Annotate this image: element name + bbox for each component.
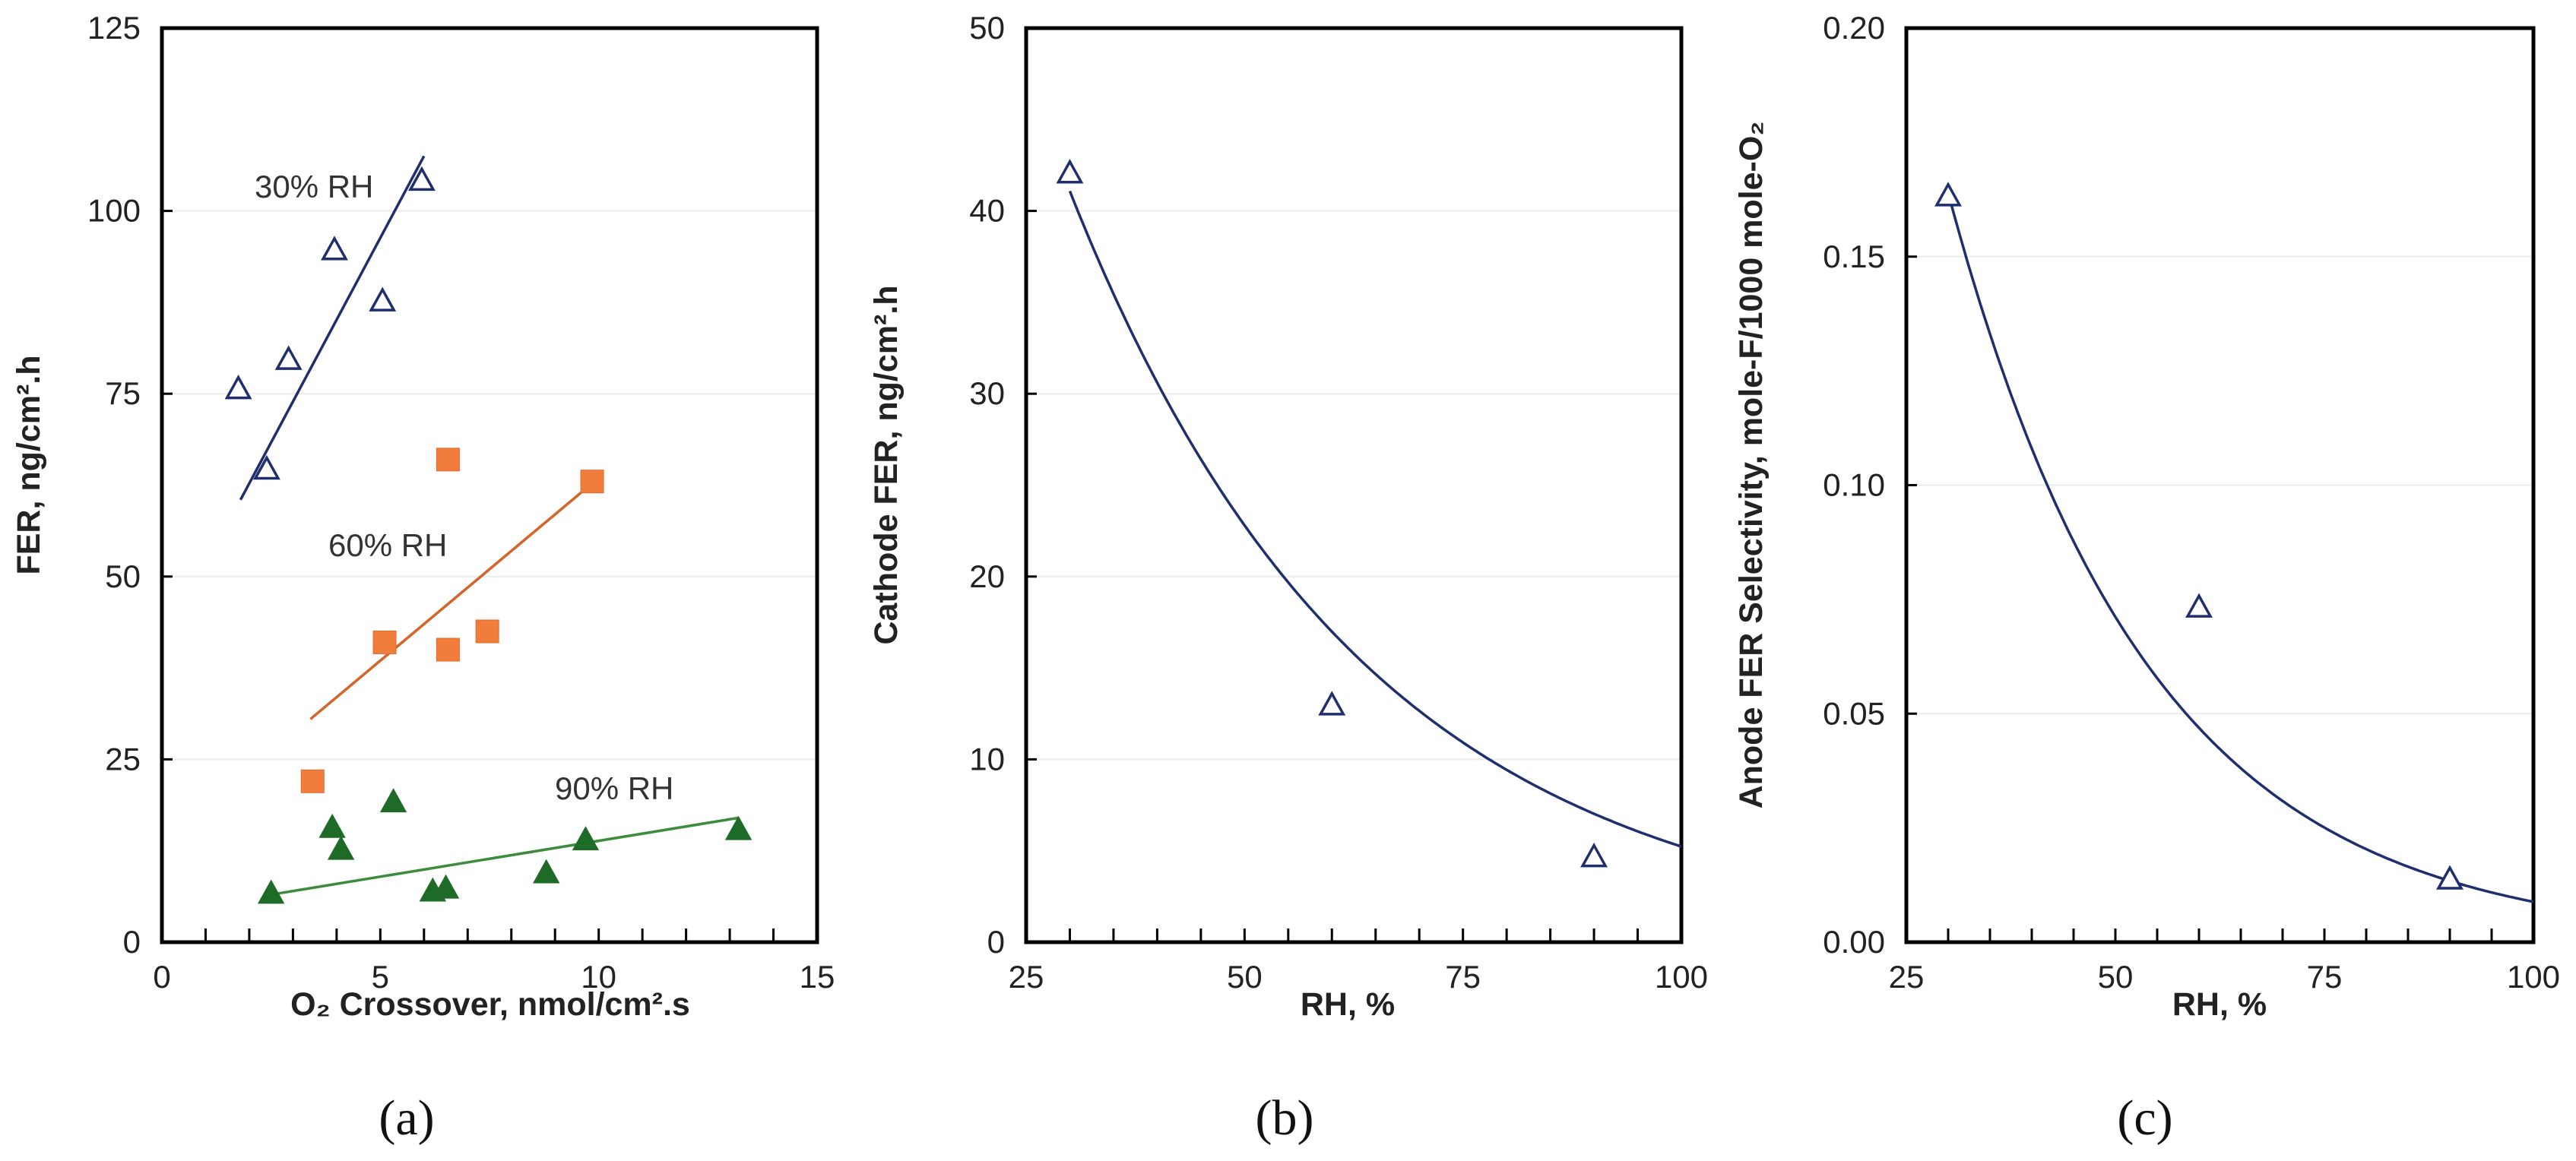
panel-a-series-2-point <box>257 879 285 904</box>
panel-a-series-2-point <box>724 815 753 840</box>
panel-b-series-0-point <box>1318 691 1346 716</box>
panel-b-series-0-fit-curve <box>1068 190 1681 848</box>
panel-a-x-tick-label: 5 <box>372 959 389 995</box>
panel-a-series-1-point <box>372 630 397 654</box>
panel-a-series-0-point <box>407 166 436 191</box>
panel-a-series-0-fit-line <box>239 155 426 501</box>
panel-a-series-0-point <box>274 345 303 370</box>
panel-c-y-tick-label: 0.00 <box>1823 924 1885 960</box>
panel-c-x-tick-label: 25 <box>1889 959 1925 995</box>
panel-b-y-tick-label: 10 <box>969 741 1005 777</box>
panel-a-series-2-point <box>318 813 346 838</box>
panel-a-series-0-point <box>224 375 252 400</box>
panel-c-y-tick-label: 0.20 <box>1823 10 1885 46</box>
chart-panel-c: Anode FER Selectivity, mole-F/1000 mole-… <box>1733 10 2560 1146</box>
panel-b-x-tick-label: 25 <box>1009 959 1044 995</box>
panel-b-y-tick-label: 30 <box>969 375 1005 411</box>
panel-a-series-2-point <box>533 859 560 884</box>
panel-a-series-1-point <box>300 769 325 793</box>
panel-b-label: (b) <box>1256 1090 1314 1146</box>
panel-b-series-0-point <box>1580 842 1608 868</box>
panel-a-series-0-label: 30% RH <box>255 169 373 204</box>
panel-a-series-1-point <box>436 637 460 662</box>
panel-a-series-1-fit-line <box>309 480 596 720</box>
panel-a-x-axis-title: O₂ Crossover, nmol/cm².s <box>290 986 690 1023</box>
panel-a-series-1-point <box>475 619 499 644</box>
panel-b-y-tick-label: 50 <box>969 10 1005 46</box>
panel-b-plot-frame <box>1024 26 1684 944</box>
panel-c-plot-frame <box>1904 26 2536 944</box>
panel-c-y-tick-label: 0.15 <box>1823 239 1885 274</box>
panel-b-x-tick-label: 75 <box>1445 959 1481 995</box>
panel-a-series-1-label: 60% RH <box>328 527 447 563</box>
panel-a-y-axis-title: FER, ng/cm².h <box>11 355 47 574</box>
panel-b-series-0-point <box>1056 159 1084 184</box>
panel-a-y-tick-label: 50 <box>105 558 141 594</box>
panel-a-y-tick-label: 125 <box>87 10 141 46</box>
panel-c-series-0-point <box>2436 865 2464 890</box>
panel-b-x-tick-label: 100 <box>1655 959 1708 995</box>
panel-c-series-0-fit-curve <box>1947 192 2533 903</box>
chart-panel-b: Cathode FER, ng/cm².h RH, % (b) 25 50 75 10… <box>868 10 1708 1146</box>
panel-a-series-0-point <box>369 286 397 312</box>
panel-c-x-axis-title: RH, % <box>2172 986 2267 1023</box>
panel-a-label: (a) <box>379 1090 434 1146</box>
panel-b-x-tick-label: 50 <box>1227 959 1263 995</box>
panel-a-series-0-point <box>321 236 348 261</box>
panel-a-series-2-point <box>432 874 460 899</box>
panel-a-series-2-point <box>327 835 355 860</box>
panel-c-y-tick-label: 0.10 <box>1823 467 1885 503</box>
chart-panel-a: FER, ng/cm².h O₂ Crossover, nmol/cm².s (… <box>11 10 835 1146</box>
panel-b-y-tick-label: 20 <box>969 558 1005 594</box>
panel-a-y-tick-label: 0 <box>123 924 141 960</box>
panel-a-series-2-point <box>379 788 407 813</box>
panel-a-series-0-point <box>252 454 280 480</box>
panel-a-x-tick-label: 15 <box>800 959 835 995</box>
panel-c-y-tick-label: 0.05 <box>1823 695 1885 731</box>
panel-a-y-tick-label: 100 <box>87 193 141 229</box>
panel-c-series-0-point <box>1934 182 1962 207</box>
panel-c-label: (c) <box>2117 1090 2172 1146</box>
panel-a-x-tick-label: 10 <box>581 959 616 995</box>
panel-a-series-2-point <box>572 826 600 851</box>
panel-a-series-1-point <box>580 470 604 494</box>
panel-a-y-tick-label: 75 <box>105 375 141 411</box>
panel-b-x-axis-title: RH, % <box>1301 986 1395 1023</box>
panel-b-y-tick-label: 0 <box>987 924 1005 960</box>
panel-c-x-tick-label: 75 <box>2307 959 2343 995</box>
panel-b-y-axis-title: Cathode FER, ng/cm².h <box>868 286 905 645</box>
panel-a-plot-frame <box>160 26 819 944</box>
panel-a-series-2-label: 90% RH <box>555 770 673 806</box>
panel-c-x-tick-label: 50 <box>2098 959 2134 995</box>
panel-a-x-tick-label: 0 <box>153 959 170 995</box>
panel-b-y-tick-label: 40 <box>969 193 1005 229</box>
panel-c-x-tick-label: 100 <box>2507 959 2560 995</box>
panel-c-series-0-point <box>2185 593 2213 618</box>
panel-a-y-tick-label: 25 <box>105 741 141 777</box>
panel-a-series-1-point <box>436 448 460 472</box>
panel-c-y-axis-title: Anode FER Selectivity, mole-F/1000 mole-… <box>1733 122 1770 809</box>
panel-a-series-2-fit-line <box>271 816 739 897</box>
